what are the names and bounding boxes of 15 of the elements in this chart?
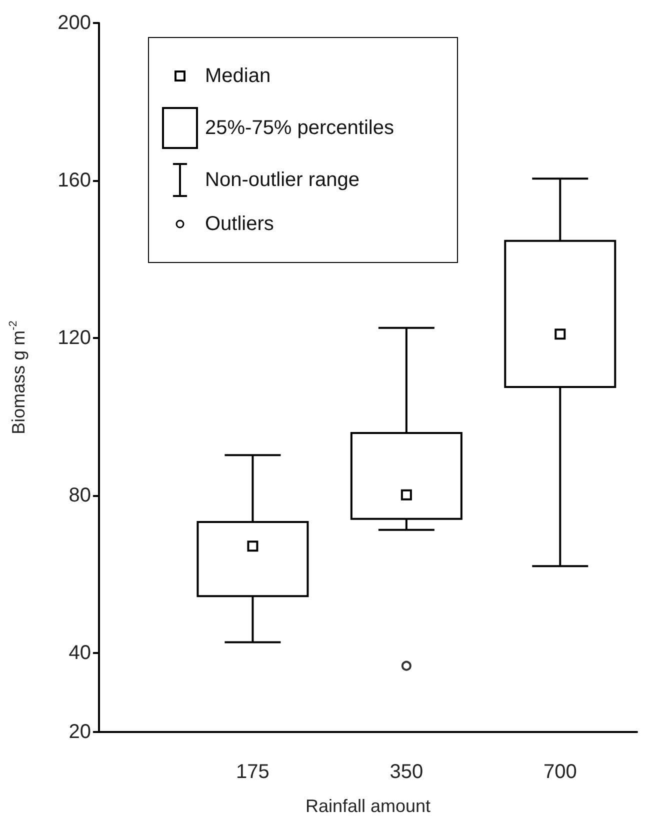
y-tick-label: 160: [58, 170, 91, 192]
annotation: 25%-75% percentiles: [205, 116, 394, 140]
y-tick-label: 40: [68, 642, 91, 664]
y-tick-label: 120: [58, 327, 91, 350]
annotation: Outliers: [205, 212, 274, 236]
x-axis-title: Rainfall amount: [305, 796, 431, 816]
y-tick-label: 200: [58, 12, 91, 34]
y-axis-title: Biomass g m-2: [8, 320, 28, 434]
y-tick-label: 20: [68, 721, 91, 743]
annotation: Median: [205, 64, 271, 88]
annotation: Non-outlier range: [205, 168, 360, 192]
x-tick-label: 350: [390, 761, 424, 783]
y-tick-label: 80: [68, 484, 91, 507]
x-tick-label: 175: [236, 761, 270, 783]
x-tick-label: 700: [543, 761, 577, 783]
